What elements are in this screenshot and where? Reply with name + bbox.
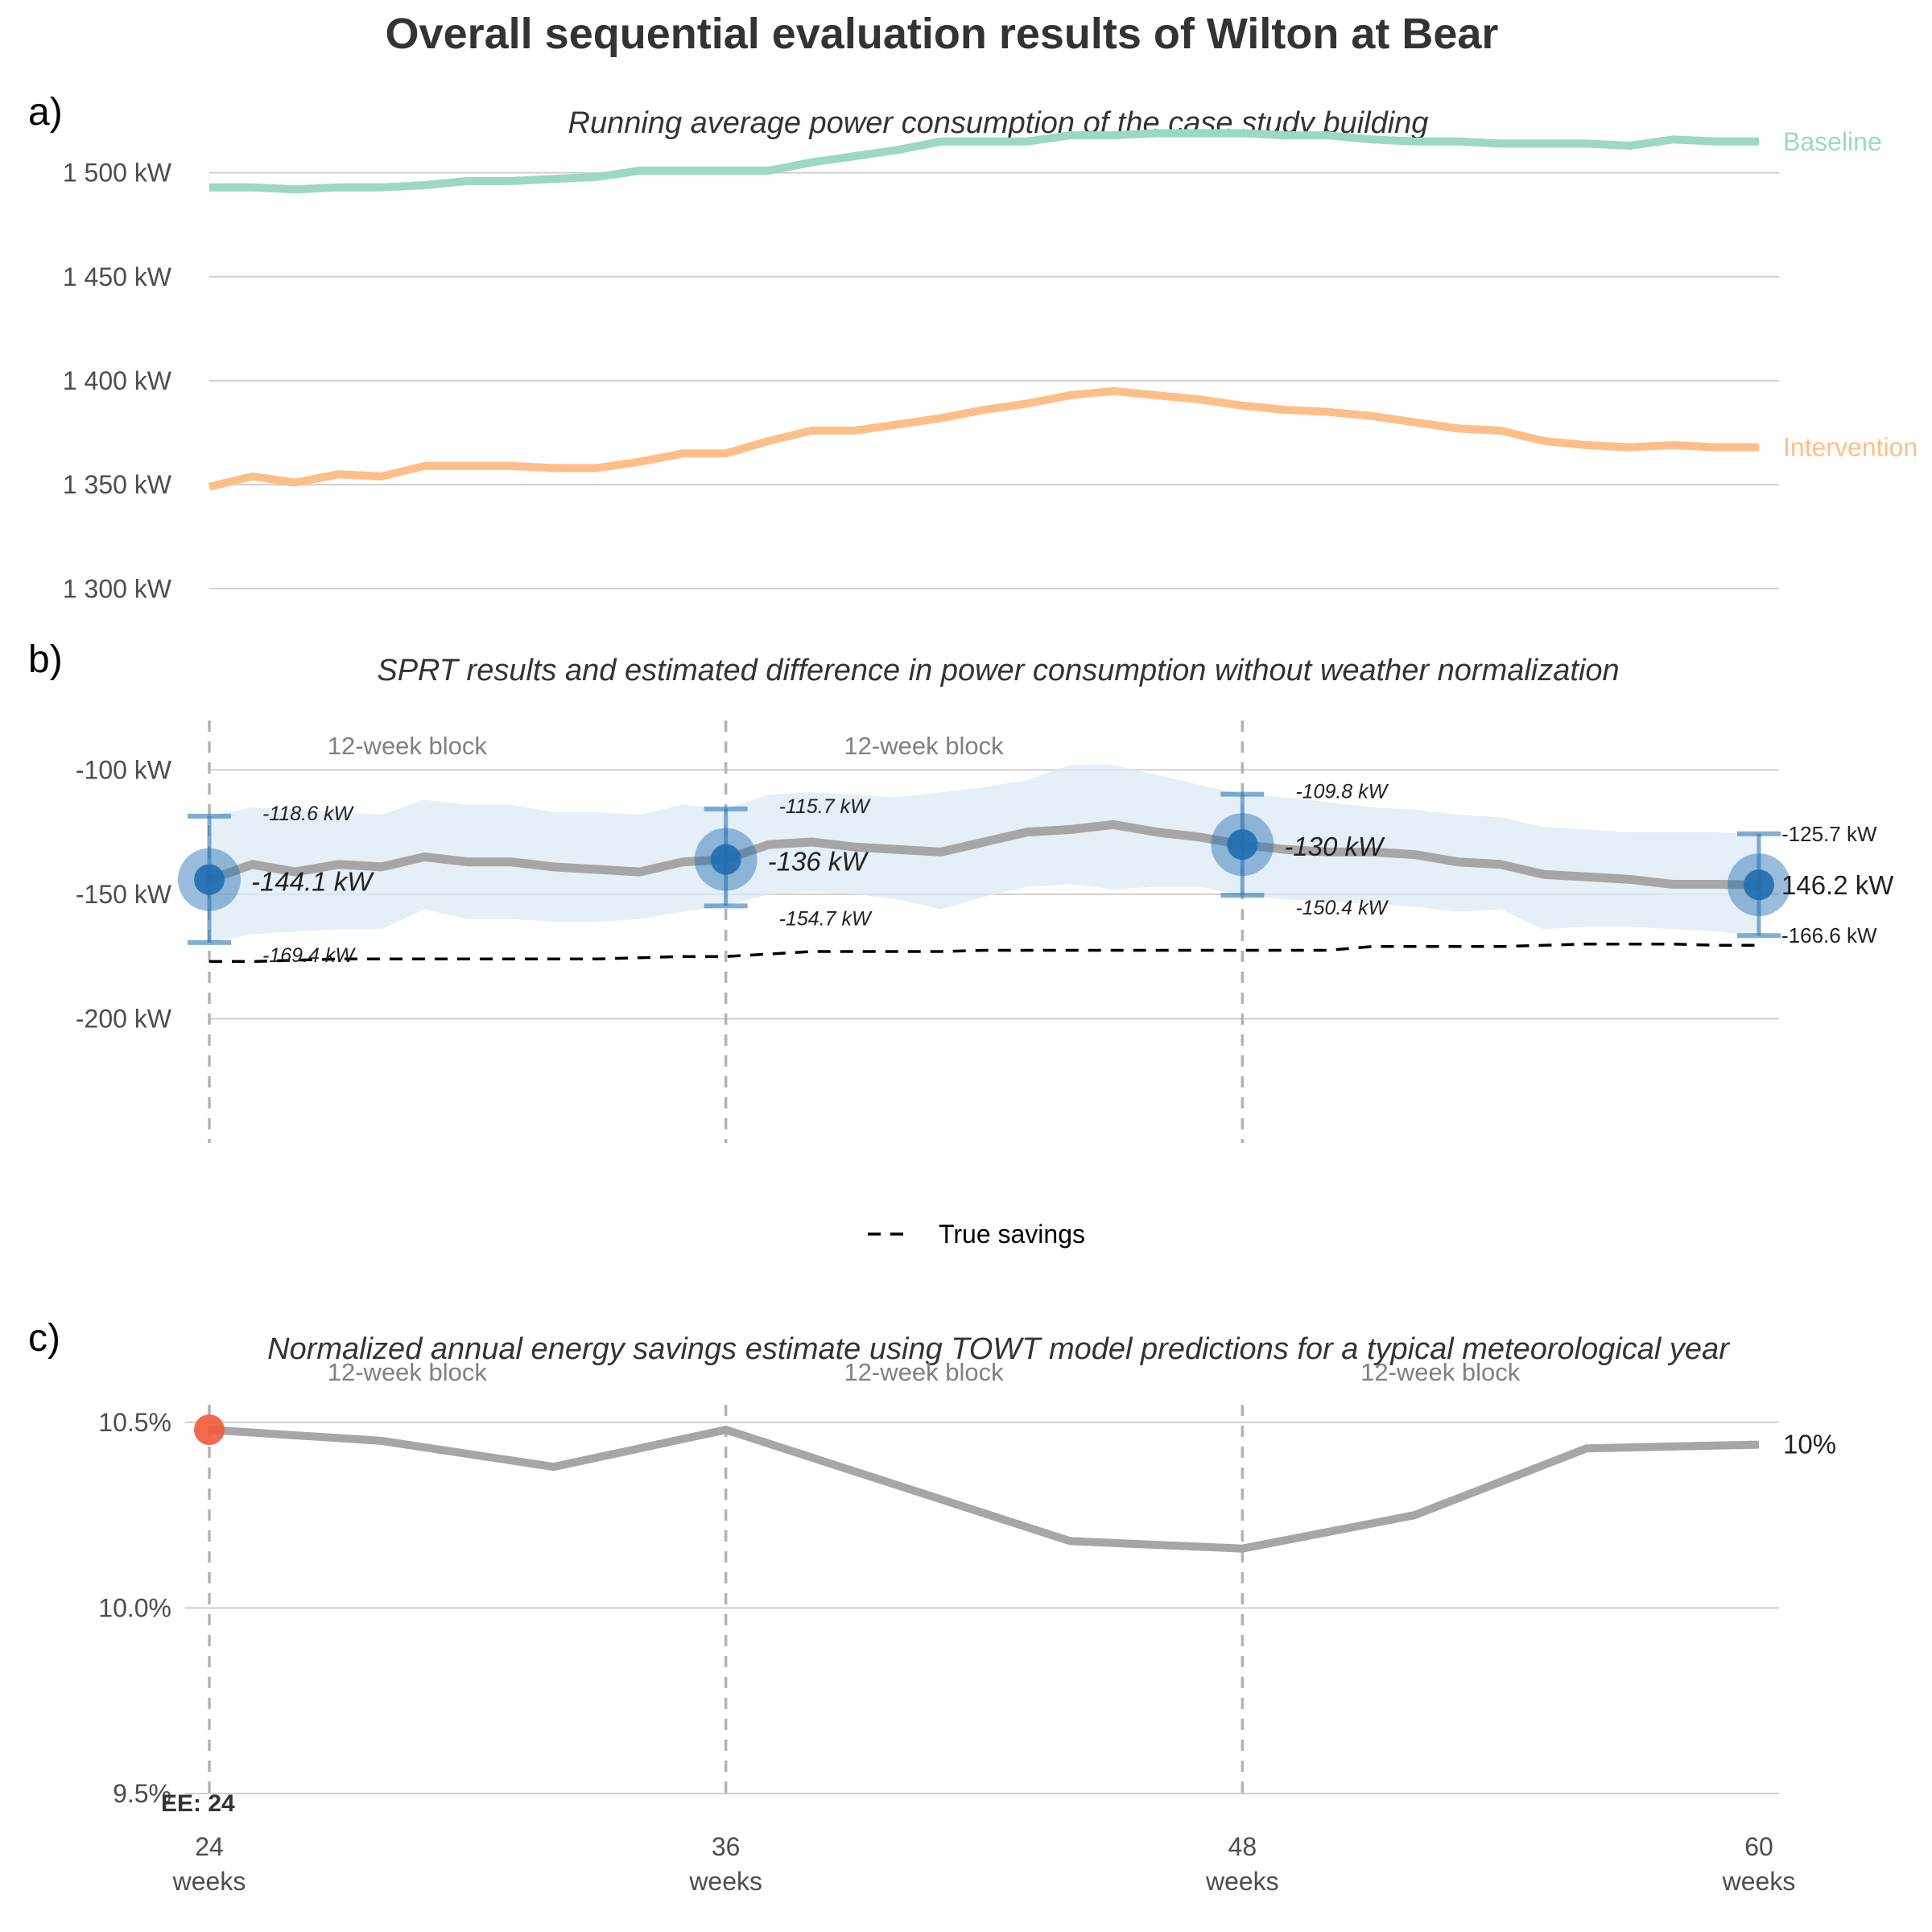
intervention-line <box>208 386 1759 491</box>
upper-bound-label: -125.7 kW <box>1781 822 1877 846</box>
estimate-label: 146.2 kW <box>1781 870 1894 900</box>
early-stop-point <box>194 1414 225 1446</box>
upper-bound-label: -109.8 kW <box>1295 781 1389 803</box>
y-tick-label: -150 kW <box>76 880 172 909</box>
early-stop-annotation: EE: 24 <box>161 1790 235 1817</box>
estimate-label: -136 kW <box>768 847 869 877</box>
legend-label-true-savings: True savings <box>939 1220 1085 1249</box>
baseline-line <box>209 129 1759 194</box>
baseline-series-label: Baseline <box>1783 127 1882 156</box>
panel-letter-c: c) <box>28 1317 60 1360</box>
panel-a-running-average: a) Running average power consumption of t… <box>28 91 1918 603</box>
x-unit-label: weeks <box>1205 1867 1279 1896</box>
x-axis: 24 weeks 36 weeks 48 weeks 60 weeks <box>172 1832 1796 1896</box>
lower-bound-label: -169.4 kW <box>262 944 356 967</box>
x-tick-label: 24 <box>195 1832 224 1861</box>
y-tick-label: 1 450 kW <box>63 262 172 291</box>
checkpoint-point <box>710 844 741 875</box>
x-unit-label: weeks <box>172 1867 246 1896</box>
estimate-line <box>208 819 1760 890</box>
y-tick-label: 10.5% <box>98 1408 171 1437</box>
panel-b-sprt-results: b) SPRT results and estimated difference … <box>28 638 1894 1143</box>
upper-bound-label: -115.7 kW <box>779 795 871 818</box>
block-label: 12-week block <box>1360 1358 1521 1386</box>
x-unit-label: weeks <box>1722 1867 1796 1896</box>
checkpoint-marker: -130 kW -109.8 kW -150.4 kW <box>1211 781 1389 919</box>
checkpoint-point <box>1227 829 1258 861</box>
panel-c-normalized-savings: c) Normalized annual energy savings estim… <box>28 1317 1836 1817</box>
checkpoint-marker: -136 kW -115.7 kW -154.7 kW <box>694 795 873 930</box>
confidence-band <box>209 765 1759 943</box>
y-tick-label: -200 kW <box>76 1004 172 1033</box>
panel-letter-b: b) <box>28 638 63 681</box>
y-tick-label: 1 400 kW <box>63 366 172 395</box>
checkpoint-marker: -144.1 kW -118.6 kW -169.4 kW <box>178 803 374 967</box>
y-tick-label: 1 350 kW <box>63 470 172 499</box>
checkpoint-marker: 146.2 kW -125.7 kW -166.6 kW <box>1728 822 1894 947</box>
x-tick-label: 36 <box>712 1832 741 1861</box>
panel-c-subtitle: Normalized annual energy savings estimat… <box>267 1332 1730 1366</box>
upper-bound-label: -118.6 kW <box>262 803 354 825</box>
x-tick-label: 48 <box>1228 1832 1257 1861</box>
true-savings-line <box>209 942 1759 964</box>
lower-bound-label: -154.7 kW <box>779 907 873 930</box>
intervention-series-label: Intervention <box>1783 433 1918 462</box>
lower-bound-label: -150.4 kW <box>1295 897 1389 919</box>
y-tick-label: -100 kW <box>76 755 172 784</box>
block-label: 12-week block <box>844 1358 1004 1386</box>
estimate-label: -130 kW <box>1284 832 1385 861</box>
block-label: 12-week block <box>328 732 488 760</box>
estimate-label: -144.1 kW <box>251 867 374 897</box>
legend: True savings <box>868 1220 1085 1249</box>
panel-letter-a: a) <box>28 91 63 134</box>
checkpoint-point <box>194 864 225 895</box>
y-tick-label: 1 300 kW <box>63 574 172 603</box>
y-tick-label: 1 500 kW <box>63 159 172 188</box>
checkpoint-point <box>1744 869 1774 901</box>
y-tick-label: 10.0% <box>98 1593 171 1622</box>
panel-b-subtitle: SPRT results and estimated difference in… <box>377 654 1619 687</box>
x-unit-label: weeks <box>688 1867 762 1896</box>
x-tick-label: 60 <box>1744 1832 1773 1861</box>
lower-bound-label: -166.6 kW <box>1781 923 1877 947</box>
figure-title: Overall sequential evaluation results of… <box>386 10 1499 58</box>
y-tick-label: 9.5% <box>113 1779 171 1808</box>
end-value-label: 10% <box>1783 1430 1836 1459</box>
savings-estimate-line <box>208 1426 1760 1553</box>
block-label: 12-week block <box>844 732 1004 760</box>
block-label: 12-week block <box>328 1358 488 1386</box>
